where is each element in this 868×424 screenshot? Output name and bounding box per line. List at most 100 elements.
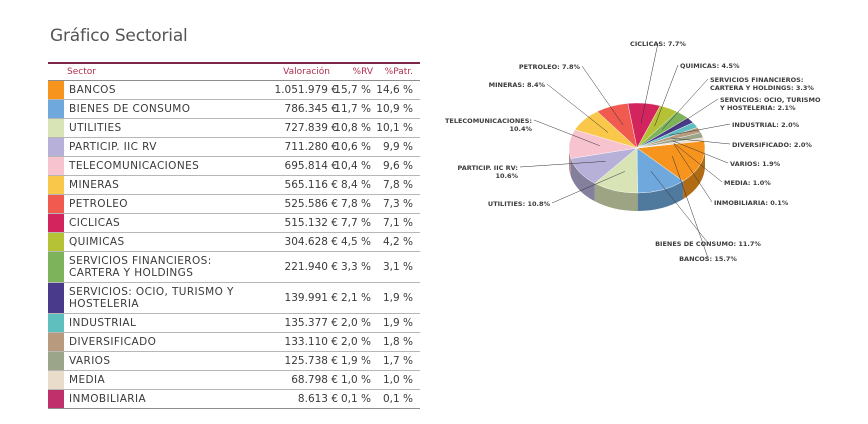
sector-color-swatch bbox=[48, 283, 64, 313]
sector-color-swatch bbox=[48, 352, 64, 370]
sector-valoracion: 515.132 € bbox=[284, 217, 338, 229]
sector-rv: 2,1 % bbox=[340, 292, 371, 304]
table-row: MINERAS 565.116 €8,4 % 7,8 % bbox=[48, 176, 420, 195]
sector-color-swatch bbox=[48, 390, 64, 408]
table-row: PARTICIP. IIC RV 711.280 €10,6 % 9,9 % bbox=[48, 138, 420, 157]
sector-patr: 7,3 % bbox=[382, 198, 413, 210]
pie-slices bbox=[568, 102, 706, 194]
sector-rv: 2,0 % bbox=[340, 317, 371, 329]
pie-leader-line bbox=[650, 170, 709, 244]
table-row: PETROLEO 525.586 €7,8 % 7,3 % bbox=[48, 195, 420, 214]
pie-leader-line bbox=[581, 65, 624, 126]
sector-name: BANCOS bbox=[69, 84, 116, 96]
pie-slice-label: INDUSTRIAL: 2.0% bbox=[732, 121, 800, 129]
table-header: Sector Valoración %RV %Patr. bbox=[48, 64, 420, 81]
pie-chart: BANCOS: 15.7% BIENES DE CONSUMO: 11.7% UTI… bbox=[445, 40, 821, 263]
table-body: BANCOS 1.051.979 €15,7 % 14,6 % BIENES DE C… bbox=[48, 81, 420, 408]
sector-patr: 9,9 % bbox=[382, 141, 413, 153]
sector-name: INDUSTRIAL bbox=[69, 317, 137, 329]
sector-color-swatch bbox=[48, 333, 64, 351]
sector-color-swatch bbox=[48, 314, 64, 332]
sector-patr: 1,9 % bbox=[382, 317, 413, 329]
pie-leader-line bbox=[671, 137, 731, 145]
sector-valoracion: 221.940 € bbox=[284, 261, 338, 273]
sector-valoracion: 135.377 € bbox=[284, 317, 338, 329]
pie-slice bbox=[636, 140, 705, 149]
pie-slice-side bbox=[569, 148, 571, 177]
sector-valoracion: 525.586 € bbox=[284, 198, 338, 210]
pie-leader-line bbox=[666, 98, 719, 133]
sector-name: MEDIA bbox=[69, 374, 106, 386]
table-row: BIENES DE CONSUMO 786.345 €11,7 % 10,9 % bbox=[48, 100, 420, 119]
pie-slice-label: BANCOS: 15.7% bbox=[679, 255, 737, 263]
sector-rv: 10,4 % bbox=[334, 160, 371, 172]
sector-color-swatch bbox=[48, 100, 64, 118]
pie-leader-line bbox=[546, 83, 609, 133]
table-row: VARIOS 125.738 €1,9 % 1,7 % bbox=[48, 352, 420, 371]
table-row: UTILITIES 727.839 €10,8 % 10,1 % bbox=[48, 119, 420, 138]
sector-name: SERVICIOS FINANCIEROS: CARTERA Y HOLDING… bbox=[69, 255, 212, 279]
sector-patr: 1,8 % bbox=[382, 336, 413, 348]
pie-leader-line bbox=[654, 64, 679, 127]
sector-name: MINERAS bbox=[69, 179, 120, 191]
sector-valoracion: 711.280 € bbox=[284, 141, 338, 153]
pie-leader-line bbox=[672, 140, 729, 164]
table-row: CICLICAS 515.132 €7,7 % 7,1 % bbox=[48, 214, 420, 233]
sector-name: UTILITIES bbox=[69, 122, 122, 134]
pie-slice-label: CICLICAS: 7.7% bbox=[630, 40, 686, 48]
sector-color-swatch bbox=[48, 252, 64, 282]
pie-leader-line bbox=[672, 156, 709, 259]
sector-patr: 7,8 % bbox=[382, 179, 413, 191]
header-valoracion: Valoración bbox=[283, 67, 330, 77]
pie-leader-lines bbox=[519, 42, 731, 259]
sector-patr: 9,6 % bbox=[382, 160, 413, 172]
sector-name: CICLICAS bbox=[69, 217, 121, 229]
sector-patr: 10,9 % bbox=[376, 103, 413, 115]
header-rv: %RV bbox=[352, 67, 373, 77]
sector-valoracion: 139.991 € bbox=[284, 292, 338, 304]
pie-slice-side bbox=[683, 148, 705, 200]
chart-title: Gráfico Sectorial bbox=[50, 26, 188, 46]
sector-rv: 3,3 % bbox=[340, 261, 371, 273]
sector-name: PARTICIP. IIC RV bbox=[69, 141, 157, 153]
sector-name: BIENES DE CONSUMO bbox=[69, 103, 191, 115]
pie-slice-label: MEDIA: 1.0% bbox=[724, 179, 771, 187]
table-row: SERVICIOS FINANCIEROS: CARTERA Y HOLDING… bbox=[48, 252, 420, 283]
pie-slice-label: TELECOMUNICACIONES: 10.4% bbox=[445, 117, 533, 133]
sector-rv: 11,7 % bbox=[334, 103, 371, 115]
sector-name: QUIMICAS bbox=[69, 236, 125, 248]
sector-rv: 2,0 % bbox=[340, 336, 371, 348]
sector-color-swatch bbox=[48, 195, 64, 213]
sector-color-swatch bbox=[48, 214, 64, 232]
sector-name: TELECOMUNICACIONES bbox=[69, 160, 200, 172]
pie-slice-label: DIVERSIFICADO: 2.0% bbox=[732, 141, 812, 149]
sector-rv: 1,9 % bbox=[340, 355, 371, 367]
sector-patr: 7,1 % bbox=[382, 217, 413, 229]
sector-valoracion: 68.798 € bbox=[291, 374, 338, 386]
pie-slice-label: INMOBILIARIA: 0.1% bbox=[714, 199, 789, 207]
table-row: SERVICIOS: OCIO, TURISMO Y HOSTELERIA 139… bbox=[48, 283, 420, 314]
sector-name: INMOBILIARIA bbox=[69, 393, 147, 405]
sector-color-swatch bbox=[48, 81, 64, 99]
sector-rv: 10,6 % bbox=[334, 141, 371, 153]
sector-patr: 1,9 % bbox=[382, 292, 413, 304]
sector-name: PETROLEO bbox=[69, 198, 128, 210]
pie-leader-line bbox=[673, 143, 713, 203]
sector-valoracion: 1.051.979 € bbox=[274, 84, 338, 96]
pie-leader-line bbox=[551, 171, 625, 204]
sector-patr: 3,1 % bbox=[382, 261, 413, 273]
pie-slice-label: PETROLEO: 7.8% bbox=[519, 63, 581, 71]
pie-slice-label: MINERAS: 8.4% bbox=[489, 81, 546, 89]
sector-valoracion: 304.628 € bbox=[284, 236, 338, 248]
sector-name: DIVERSIFICADO bbox=[69, 336, 157, 348]
pie-slice-label: UTILITIES: 10.8% bbox=[488, 200, 551, 208]
pie-slice bbox=[636, 140, 706, 182]
sector-color-swatch bbox=[48, 138, 64, 156]
sector-rv: 10,8 % bbox=[334, 122, 371, 134]
sector-valoracion: 133.110 € bbox=[284, 336, 338, 348]
sector-valoracion: 727.839 € bbox=[284, 122, 338, 134]
pie-slice-label: VARIOS: 1.9% bbox=[730, 160, 781, 168]
sector-valoracion: 565.116 € bbox=[284, 179, 338, 191]
sector-rv: 15,7 % bbox=[334, 84, 371, 96]
pie-slice-label: QUIMICAS: 4.5% bbox=[680, 62, 740, 70]
